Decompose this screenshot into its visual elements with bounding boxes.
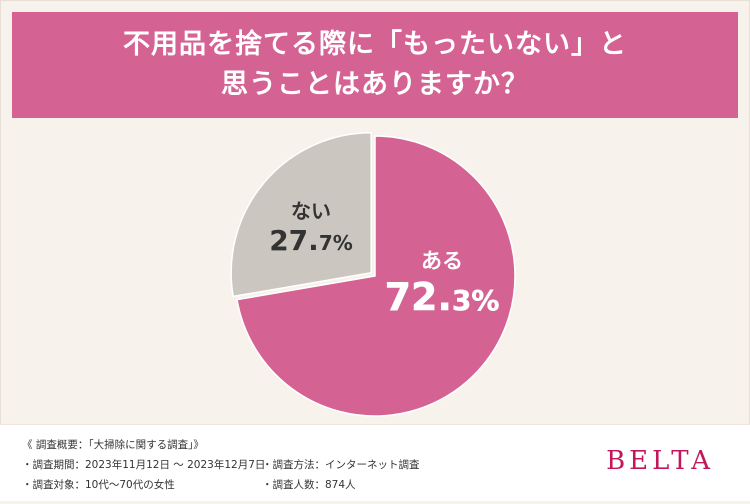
title-line-2: 思うことはありますか？	[221, 69, 529, 100]
survey-method: ・調査方法：インターネット調査	[262, 459, 420, 471]
pie-value-nai-int: 27.	[269, 224, 319, 257]
pie-label-aru: ある	[421, 249, 463, 273]
pie-value-nai: 27.7%	[269, 224, 353, 257]
survey-footer: 《 調査概要：「大掃除に関する調査」》 ・調査期間：2023年11月12日 ～ …	[0, 424, 750, 501]
belta-logo: BELTA	[606, 446, 714, 476]
title-line-1: 不用品を捨てる際に「もったいない」と	[123, 29, 627, 60]
survey-period: ・調査期間：2023年11月12日 ～ 2023年12月7日	[22, 459, 266, 471]
title-banner: 不用品を捨てる際に「もったいない」と 思うことはありますか？	[12, 12, 738, 118]
survey-heading: 《 調査概要：「大掃除に関する調査」》	[22, 439, 204, 451]
pie-slice-nai	[230, 132, 372, 298]
pie-label-nai: ない	[291, 199, 331, 223]
pie-slice-aru	[236, 135, 516, 417]
survey-target: ・調査対象：10代～70代の女性	[22, 479, 175, 491]
pie-value-aru-dec: 3%	[452, 284, 500, 317]
pie-value-nai-dec: 7%	[319, 231, 353, 255]
pie-value-aru: 72.3%	[385, 275, 500, 319]
pie-value-aru-int: 72.	[385, 275, 452, 319]
survey-count: ・調査人数：874人	[262, 479, 356, 491]
